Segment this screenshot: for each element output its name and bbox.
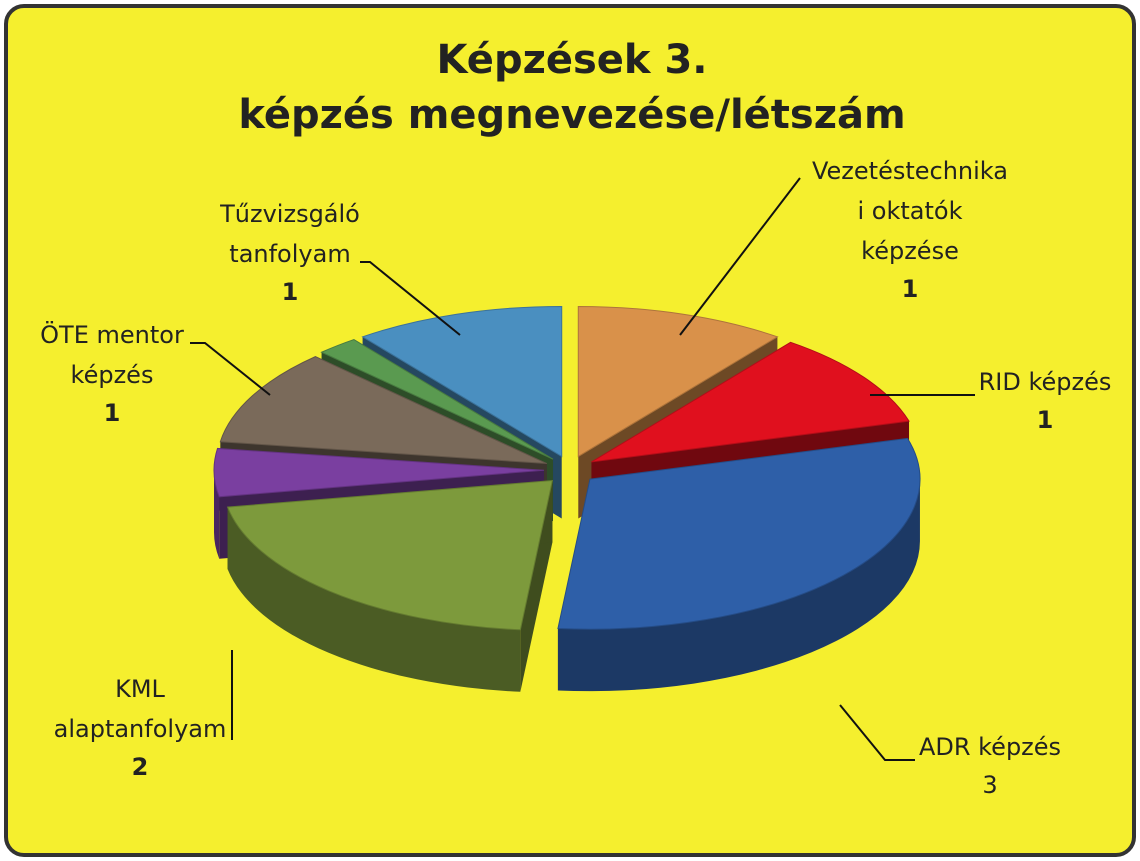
slice-group	[557, 437, 921, 692]
leader-line	[839, 704, 915, 761]
slice-label: ÖTE mentor képzés	[40, 320, 184, 389]
slice-label: Tűzvizsgáló tanfolyam	[219, 200, 360, 268]
slice	[591, 341, 910, 463]
slice-label: RID képzés	[979, 368, 1112, 396]
slice	[213, 447, 545, 498]
slice	[219, 356, 548, 465]
slice	[320, 339, 554, 460]
slice-value: 1	[104, 399, 121, 427]
slice	[557, 437, 921, 630]
slice-value: 3	[982, 771, 997, 799]
slice-group	[226, 479, 554, 692]
slice-wall	[557, 479, 920, 692]
slice	[226, 479, 554, 631]
leader-line	[190, 342, 271, 396]
slice-wall	[227, 507, 521, 692]
slice-label: KML alaptanfolyam	[54, 675, 227, 743]
slice-label: ADR képzés	[919, 733, 1061, 761]
chart-background	[4, 4, 1136, 857]
slice	[577, 305, 779, 458]
slice-value: 1	[1037, 406, 1054, 434]
slice-value: 2	[132, 753, 149, 781]
slice	[361, 305, 563, 458]
slice-value: 1	[282, 278, 299, 306]
slice-label: Vezetéstechnika i oktatók képzése	[812, 157, 1008, 265]
leader-line	[360, 261, 461, 336]
chart-title: Képzések 3. képzés megnevezése/létszám	[238, 37, 905, 138]
slice-wall	[214, 470, 220, 559]
slice-value: 1	[902, 275, 919, 303]
leader-line	[679, 177, 801, 336]
